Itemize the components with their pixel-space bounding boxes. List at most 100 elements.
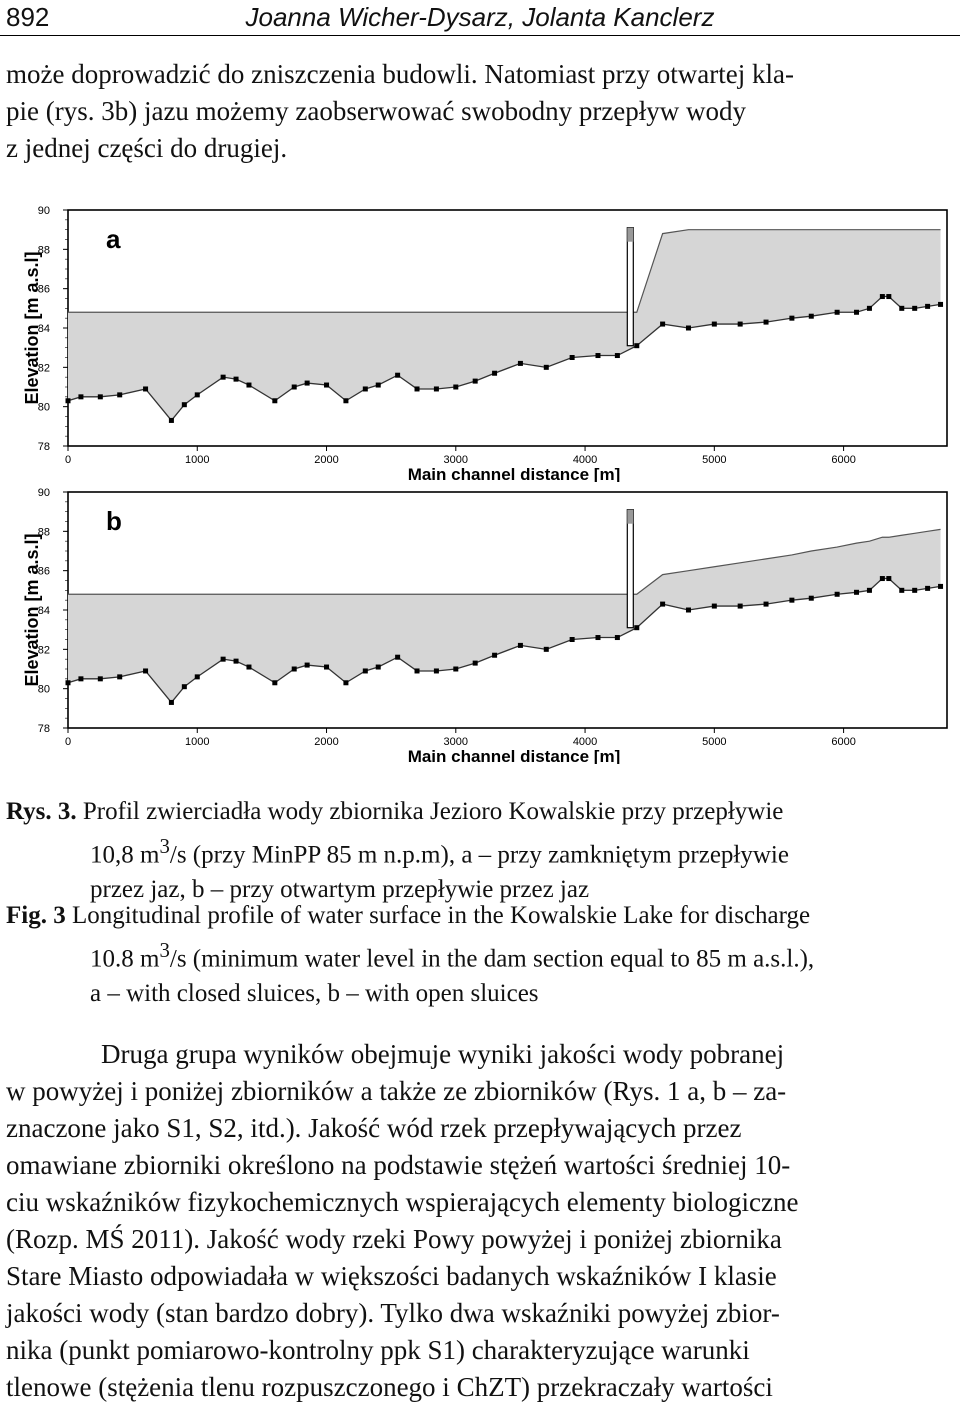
- panel-label: b: [106, 506, 122, 536]
- ground-point: [143, 386, 149, 392]
- ground-point: [362, 386, 368, 392]
- caption-line: Fig. 3 Longitudinal profile of water sur…: [6, 898, 956, 933]
- ground-point: [789, 597, 795, 603]
- ground-point: [808, 595, 814, 601]
- ground-point: [272, 398, 278, 404]
- ground-point: [453, 384, 459, 390]
- ground-point: [543, 364, 549, 370]
- y-tick-label: 78: [38, 723, 50, 735]
- x-tick-label: 5000: [702, 736, 726, 748]
- chart-a: 78 80 82 84 86 88 90 0 1000 2000 3000 4000 5000 6000 M…: [22, 205, 948, 482]
- ground-point: [472, 660, 478, 666]
- y-axis-label: Elevation [m a.s.l]: [22, 533, 42, 686]
- y-tick-label: 84: [38, 323, 50, 335]
- ground-point: [194, 674, 200, 680]
- text-line: jakości wody (stan bardzo dobry). Tylko …: [6, 1298, 780, 1328]
- ground-point: [233, 658, 239, 664]
- ground-point: [343, 680, 349, 686]
- ground-point: [517, 642, 523, 648]
- dam-crest: [627, 227, 634, 242]
- x-tick-label: 1000: [185, 736, 209, 748]
- ground-point: [181, 684, 187, 690]
- ground-point: [97, 676, 103, 682]
- ground-point: [925, 585, 931, 591]
- ground-point: [854, 589, 860, 595]
- ground-point: [899, 305, 905, 311]
- page-header: 892 Joanna Wicher-Dysarz, Jolanta Kancle…: [0, 0, 960, 40]
- ground-point: [595, 635, 601, 641]
- ground-point: [194, 392, 200, 398]
- ground-point: [97, 394, 103, 400]
- y-tick-label: 90: [38, 205, 50, 217]
- ground-point: [181, 402, 187, 408]
- ground-point: [912, 587, 918, 593]
- text-line: (Rozp. MŚ 2011). Jakość wody rzeki Powy …: [6, 1224, 782, 1254]
- ground-point: [569, 355, 575, 360]
- caption-label-pl: Rys. 3.: [6, 798, 77, 825]
- ground-profile-line: [67, 577, 941, 704]
- ground-point: [938, 301, 944, 307]
- ground-point: [117, 674, 123, 680]
- caption-text: 10,8 m: [90, 841, 160, 869]
- caption-line: przez jaz, b – przy otwartym przepływie …: [90, 876, 590, 904]
- text-line: nika (punkt pomiarowo-kontrolny ppk S1) …: [6, 1335, 750, 1365]
- header-rule: [0, 35, 960, 36]
- ground-point: [78, 676, 84, 682]
- y-tick-label: 86: [38, 566, 50, 578]
- caption-text: Profil zwierciadła wody zbiornika Jezior…: [82, 798, 784, 825]
- ground-point: [866, 305, 872, 311]
- ground-point: [304, 380, 310, 386]
- text-line: tlenowe (stężenia tlenu rozpuszczonego i…: [6, 1372, 773, 1402]
- x-tick-label: 5000: [702, 454, 726, 466]
- body-paragraph: Druga grupa wyników obejmuje wyniki jako…: [6, 1036, 954, 1406]
- ground-point: [614, 353, 620, 359]
- caption-line: 10,8 m3/s (przy MinPP 85 m n.p.m), a – p…: [6, 829, 956, 872]
- ground-point: [375, 664, 381, 670]
- ground-point: [324, 664, 330, 670]
- ground-point: [634, 343, 640, 349]
- y-tick-label: 90: [38, 487, 50, 499]
- ground-point: [492, 370, 498, 376]
- y-tick-label: 82: [38, 362, 50, 374]
- x-axis-label: Main channel distance [m]: [408, 465, 621, 482]
- ground-point: [492, 652, 498, 658]
- ground-point: [291, 666, 297, 672]
- ground-point: [595, 353, 601, 359]
- text-line: pie (rys. 3b) jazu możemy zaobserwować s…: [6, 96, 747, 126]
- text-line: omawiane zbiorniki określono na podstawi…: [6, 1150, 791, 1180]
- ground-point: [246, 664, 252, 670]
- figure-caption-en: Fig. 3 Longitudinal profile of water sur…: [6, 898, 956, 1011]
- x-tick-label: 0: [65, 736, 71, 748]
- caption-text: /s (minimum water level in the dam secti…: [169, 945, 815, 973]
- x-tick-label: 6000: [831, 454, 855, 466]
- ground-point: [879, 576, 885, 582]
- x-tick-label: 1000: [185, 454, 209, 466]
- ground-point: [220, 656, 226, 662]
- panel-label: a: [106, 224, 121, 254]
- dam-structure: [626, 509, 634, 629]
- ground-profile-line: [67, 295, 941, 422]
- text-line: znaczone jako S1, S2, itd.). Jakość wód …: [6, 1113, 742, 1143]
- text-line: z jednej części do drugiej.: [6, 133, 288, 163]
- ground-point: [711, 321, 717, 327]
- y-tick-label: 88: [38, 526, 50, 538]
- ground-point: [414, 386, 420, 392]
- ground-point: [246, 382, 252, 388]
- y-tick-label: 78: [38, 441, 50, 453]
- ground-point: [143, 668, 149, 674]
- y-tick-label: 86: [38, 284, 50, 296]
- x-tick-label: 3000: [444, 454, 468, 466]
- ground-point: [78, 394, 84, 400]
- chart-b: 78 80 82 84 86 88 90 0 1000 2000 3000 4000 5000 6000 M…: [22, 487, 948, 764]
- x-axis-label: Main channel distance [m]: [408, 747, 621, 764]
- ground-point: [737, 321, 743, 327]
- ground-point: [763, 319, 769, 325]
- caption-line: a – with closed sluices, b – with open s…: [90, 980, 539, 1008]
- x-tick-label: 4000: [573, 454, 597, 466]
- ground-point: [65, 398, 71, 404]
- ground-point: [324, 382, 330, 388]
- x-tick-label: 6000: [831, 736, 855, 748]
- text-line: Stare Miasto odpowiadała w większości ba…: [6, 1261, 777, 1291]
- ground-point: [395, 654, 401, 660]
- figure-caption-pl: Rys. 3. Profil zwierciadła wody zbiornik…: [6, 794, 956, 907]
